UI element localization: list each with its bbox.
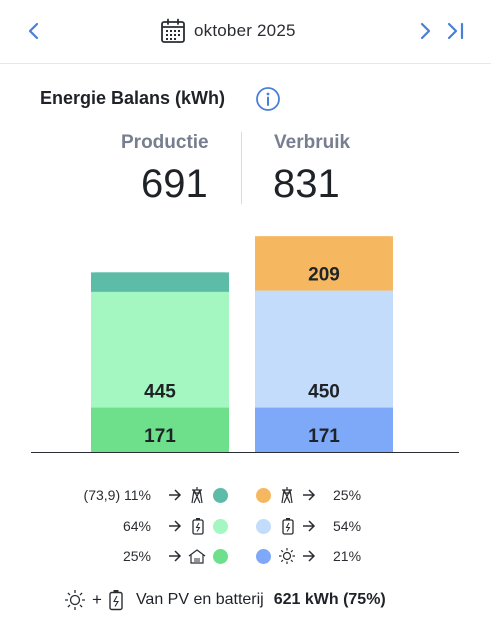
chevron-left-icon [28,22,39,40]
grid-pylon-icon [189,486,205,507]
calendar-icon [160,18,186,44]
battery-icon [108,589,124,611]
previous-month-button[interactable] [26,18,42,44]
legend-solar-consumption-dot [256,549,271,564]
legend-battery-production-dot [213,519,228,534]
summary-label: Van PV en batterij [135,591,264,608]
bar-verbruik-segment-2 [255,236,393,291]
self-sufficiency-summary: + Van PV en batterij 621 kWh (75%) [64,588,386,612]
sun-icon [64,589,86,611]
sun-icon [278,547,296,568]
arrow-right-icon [301,547,317,568]
month-navigation-bar: oktober 2025 [0,0,491,64]
consumption-label: Verbruik [274,132,351,153]
bar-productie-segment-1 [91,291,229,408]
legend-solar-production-value: 25% [122,548,151,564]
summary-value: 621 kWh (75%) [273,591,386,608]
bar-value-label: 445 [144,382,176,403]
arrow-right-icon [167,486,183,507]
legend-grid-consumption-value: 25% [333,487,362,503]
arrow-right-icon [301,486,317,507]
legend-row-battery: 64% 54% [0,515,491,537]
bar-value-label: 171 [308,426,340,447]
legend-solar-consumption-value: 21% [333,548,362,564]
bar-value-label: 171 [144,426,176,447]
bar-verbruik-segment-1 [255,290,393,408]
bar-value-label: 450 [308,382,340,403]
bar-productie-segment-0 [91,407,229,452]
arrow-right-icon [167,547,183,568]
info-icon [256,87,280,111]
bar-value-label: 209 [308,265,340,286]
legend-row-grid: (73,9) 11% 25% [0,484,491,506]
next-month-button[interactable] [417,18,433,44]
month-selector[interactable]: oktober 2025 [160,16,296,46]
energy-balance-title: Energie Balans (kWh) [40,88,226,108]
bar-top-cap [255,236,393,245]
grid-pylon-icon [279,486,295,507]
production-label: Productie [121,132,209,153]
totals-divider [241,132,242,204]
bar-top-cap [91,272,229,281]
production-total: 691 [141,162,208,206]
legend-grid-consumption-dot [256,488,271,503]
legend-battery-production-value: 64% [122,518,151,534]
month-label: oktober 2025 [194,21,296,40]
chevron-right-icon [420,22,431,40]
skip-to-last-icon [447,22,464,40]
legend-battery-consumption-value: 54% [333,518,362,534]
legend-grid-production-dot [213,488,228,503]
legend-battery-consumption-dot [256,519,271,534]
plus-sign: + [92,590,102,609]
arrow-right-icon [167,517,183,538]
battery-icon [281,517,295,538]
house-icon [188,547,206,568]
consumption-total: 831 [273,162,340,206]
bar-verbruik-segment-0 [255,407,393,452]
info-button[interactable] [255,86,281,117]
arrow-right-icon [301,517,317,538]
legend-solar-production-dot [213,549,228,564]
battery-icon [191,517,205,538]
legend-row-solar: 25% 21% [0,545,491,567]
last-month-button[interactable] [445,18,467,44]
legend-grid-production-value: (73,9) 11% [83,487,151,503]
